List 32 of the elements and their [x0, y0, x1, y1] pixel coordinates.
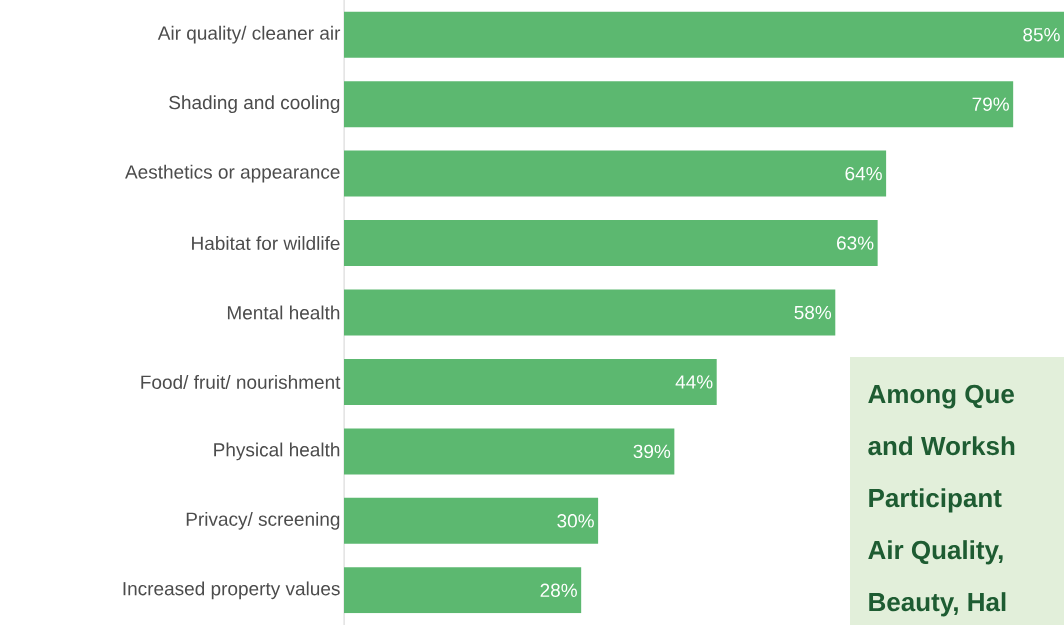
data-label: 79%	[972, 97, 1009, 111]
bar	[344, 81, 1014, 128]
annotation: Air Quality,	[868, 540, 1003, 565]
y-tick-label: Physical health	[214, 442, 340, 461]
y-tick-label: Aesthetics or appearance	[125, 164, 340, 183]
y-tick-label: Shading and cooling	[169, 95, 340, 114]
data-label: 58%	[794, 305, 832, 320]
bar	[344, 11, 1064, 58]
bar	[344, 497, 599, 544]
data-label: 64%	[845, 166, 882, 181]
bar	[344, 220, 878, 267]
annotation: Among Que	[868, 384, 1014, 409]
bar	[344, 150, 887, 197]
bar	[344, 428, 675, 475]
y-tick-label: Habitat for wildlife	[192, 236, 340, 251]
data-label: 30%	[557, 514, 594, 528]
annotation: Participant	[869, 488, 1002, 513]
bar	[344, 289, 836, 336]
y-tick-label: Privacy/ screening	[186, 511, 340, 530]
annotation: Beauty, Hal	[869, 592, 1006, 617]
data-label: 44%	[675, 375, 713, 389]
data-label: 85%	[1023, 28, 1060, 42]
y-tick-label: Food/ fruit/ nourishment	[141, 374, 341, 389]
bar	[344, 358, 717, 405]
y-tick-label: Increased property values	[123, 581, 340, 600]
y-tick-label: Mental health	[227, 305, 340, 320]
data-label: 63%	[837, 236, 874, 250]
bar	[344, 567, 582, 614]
data-label: 39%	[633, 444, 671, 459]
y-tick-label: Air quality/ cleaner air	[157, 25, 341, 44]
data-label: 28%	[540, 583, 577, 598]
annotation: and Worksh	[868, 436, 1015, 456]
